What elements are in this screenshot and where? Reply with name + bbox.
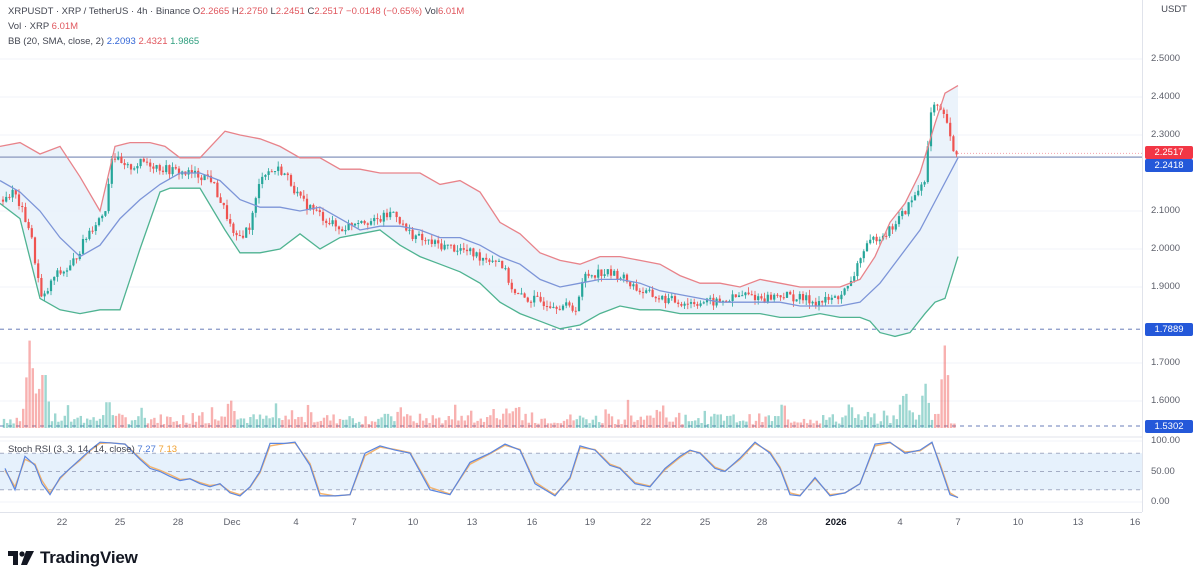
- stoch-d-value: 7.13: [158, 444, 178, 455]
- stoch-rsi-label: Stoch RSI (3, 3, 14, 14, close): [8, 444, 135, 455]
- price-tick: 2.4000: [1151, 91, 1181, 102]
- time-axis[interactable]: 22 25 28 Dec 4 7 10 13 16 19 22 25 28 2026 4 7 10 13 16: [0, 512, 1142, 533]
- vol-value: 6.01M: [437, 6, 465, 17]
- symbol-row: XRPUSDT · XRP / TetherUS · 4h · Binance …: [8, 4, 464, 19]
- tradingview-wordmark: TradingView: [40, 548, 138, 567]
- price-chart-canvas[interactable]: [0, 0, 1142, 512]
- time-tick: 28: [172, 517, 184, 528]
- price-tag-1-5302[interactable]: 1.5302: [1145, 419, 1193, 433]
- price-tick: 1.6000: [1151, 395, 1181, 406]
- time-tick: 25: [699, 517, 711, 528]
- ohlc-c-value: 2.2517: [314, 6, 344, 17]
- time-tick: 10: [407, 517, 419, 528]
- volume-bars: [2, 340, 956, 428]
- volume-legend-row[interactable]: Vol · XRP 6.01M: [8, 19, 464, 34]
- price-axis[interactable]: USDT 2.5000 2.4000 2.3000 2.1000 2.0000 1.900…: [1142, 0, 1200, 512]
- ohlc-h-value: 2.2750: [238, 6, 268, 17]
- time-tick: 28: [756, 517, 768, 528]
- bollinger-upper-line: [0, 85, 959, 288]
- time-tick: 2026: [825, 517, 847, 528]
- time-tick: 10: [1012, 517, 1024, 528]
- candlesticks[interactable]: [1, 102, 958, 316]
- stoch-k-value: 7.27: [137, 444, 156, 455]
- stoch-tick: 100.00: [1151, 435, 1181, 446]
- bb-upper-value: 2.4321: [138, 36, 168, 47]
- price-tick: 2.1000: [1151, 205, 1181, 216]
- currency-label: USDT: [1161, 4, 1187, 15]
- ohlc-o-label: O: [192, 6, 201, 17]
- symbol-title[interactable]: XRPUSDT · XRP / TetherUS · 4h · Binance: [8, 6, 191, 17]
- time-tick: 7: [955, 517, 961, 528]
- volume-legend-value: 6.01M: [51, 21, 79, 32]
- time-tick: 4: [897, 517, 903, 528]
- bb-basis-value: 2.2093: [106, 36, 136, 47]
- ohlc-o-value: 2.2665: [200, 6, 230, 17]
- price-tick: 2.0000: [1151, 243, 1181, 254]
- time-tick: 16: [526, 517, 538, 528]
- price-tick: 1.9000: [1151, 281, 1181, 292]
- price-tag-2-2517[interactable]: 2.2517: [1145, 145, 1193, 159]
- time-tick: 22: [640, 517, 652, 528]
- time-tick: 7: [351, 517, 357, 528]
- ohlc-l-value: 2.2451: [275, 6, 305, 17]
- time-tick: 16: [1129, 517, 1141, 528]
- bb-legend-row[interactable]: BB (20, SMA, close, 2) 2.2093 2.4321 1.9…: [8, 34, 464, 49]
- stoch-rsi-k-line: [4, 441, 959, 499]
- price-tick: 2.5000: [1151, 53, 1181, 64]
- ohlc-c-label: C: [304, 6, 315, 17]
- bb-lower-value: 1.9865: [170, 36, 200, 47]
- bollinger-band-fill: [0, 85, 958, 337]
- time-tick: 19: [584, 517, 596, 528]
- price-tick: 2.3000: [1151, 129, 1181, 140]
- tradingview-logo-icon: [8, 551, 34, 565]
- tradingview-logo[interactable]: TradingView: [8, 548, 138, 568]
- time-tick: 4: [293, 517, 299, 528]
- ohlc-values: O2.2665 H2.2750 L2.2451 C2.2517: [193, 6, 344, 17]
- bb-legend-label: BB (20, SMA, close, 2): [8, 36, 105, 47]
- time-tick: 22: [56, 517, 68, 528]
- ohlc-h-label: H: [229, 6, 239, 17]
- time-tick: 13: [466, 517, 478, 528]
- chart-legend: XRPUSDT · XRP / TetherUS · 4h · Binance …: [8, 4, 464, 49]
- stoch-rsi-legend[interactable]: Stoch RSI (3, 3, 14, 14, close) 7.27 7.1…: [8, 444, 177, 455]
- price-tag-1-7889[interactable]: 1.7889: [1145, 322, 1193, 336]
- stoch-tick: 50.00: [1151, 465, 1175, 477]
- volume-legend-label: Vol · XRP: [8, 21, 50, 32]
- bollinger-lower-line: [0, 187, 959, 338]
- time-tick: Dec: [223, 517, 241, 528]
- vol-label: Vol: [424, 6, 438, 17]
- price-change: −0.0148 (−0.65%): [346, 6, 423, 17]
- bollinger-basis-line: [0, 157, 959, 307]
- time-tick: 13: [1072, 517, 1084, 528]
- ohlc-l-label: L: [267, 6, 276, 17]
- stoch-tick: 0.00: [1151, 496, 1170, 507]
- time-tick: 25: [114, 517, 126, 528]
- price-tag-2-2418[interactable]: 2.2418: [1145, 158, 1193, 172]
- price-tick: 1.7000: [1151, 357, 1181, 368]
